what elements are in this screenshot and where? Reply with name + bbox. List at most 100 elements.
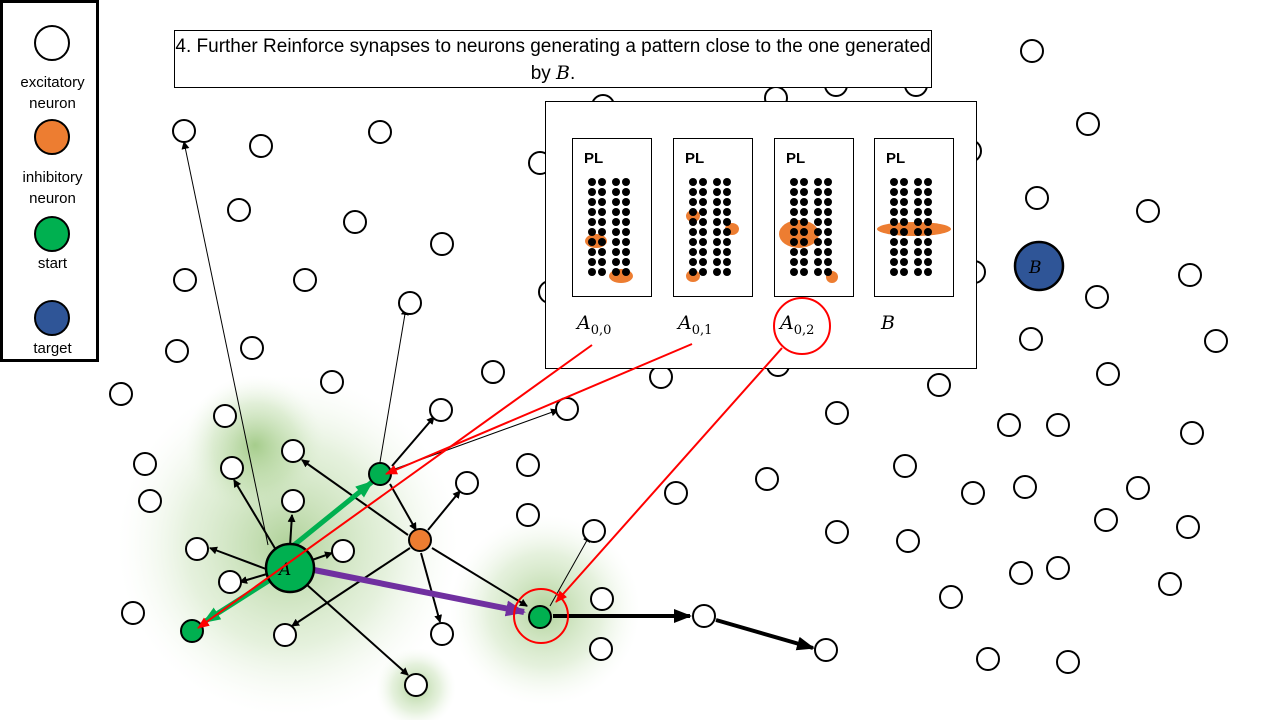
excitatory-neuron[interactable] — [172, 119, 196, 143]
excitatory-neuron[interactable] — [430, 622, 454, 646]
dot-grid — [779, 178, 838, 283]
excitatory-neuron[interactable] — [755, 467, 779, 491]
excitatory-neuron[interactable] — [1020, 39, 1044, 63]
excitatory-neuron[interactable] — [1046, 556, 1070, 580]
green-neuron[interactable] — [180, 619, 204, 643]
excitatory-neuron[interactable] — [516, 453, 540, 477]
pattern-dot — [699, 228, 707, 236]
excitatory-neuron[interactable] — [121, 601, 145, 625]
excitatory-neuron[interactable] — [976, 647, 1000, 671]
pattern-dot — [914, 178, 922, 186]
excitatory-neuron[interactable] — [1158, 572, 1182, 596]
excitatory-neuron[interactable] — [1204, 329, 1228, 353]
pattern-dot — [713, 248, 721, 256]
excitatory-neuron[interactable] — [429, 398, 453, 422]
panel-name-b: B — [881, 312, 895, 334]
excitatory-neuron[interactable] — [1176, 515, 1200, 539]
pattern-dot — [699, 238, 707, 246]
excitatory-neuron[interactable] — [896, 529, 920, 553]
excitatory-neuron[interactable] — [692, 604, 716, 628]
excitatory-neuron[interactable] — [1046, 413, 1070, 437]
step-title-end: . — [570, 63, 576, 84]
panel-name-a02: A0,2 — [780, 312, 814, 338]
excitatory-neuron[interactable] — [1178, 263, 1202, 287]
excitatory-neuron[interactable] — [368, 120, 392, 144]
excitatory-neuron[interactable] — [165, 339, 189, 363]
excitatory-neuron[interactable] — [825, 401, 849, 425]
excitatory-neuron[interactable] — [1136, 199, 1160, 223]
excitatory-neuron[interactable] — [213, 404, 237, 428]
excitatory-neuron[interactable] — [516, 503, 540, 527]
excitatory-neuron[interactable] — [997, 413, 1021, 437]
excitatory-neuron[interactable] — [218, 570, 242, 594]
excitatory-neuron[interactable] — [320, 370, 344, 394]
excitatory-neuron[interactable] — [1019, 327, 1043, 351]
excitatory-neuron[interactable] — [240, 336, 264, 360]
excitatory-neuron[interactable] — [1013, 475, 1037, 499]
pl-label: PL — [786, 150, 806, 167]
pattern-dot — [914, 258, 922, 266]
excitatory-neuron[interactable] — [939, 585, 963, 609]
pattern-dot — [914, 268, 922, 276]
excitatory-neuron[interactable] — [589, 637, 613, 661]
panel-name-sub: 0,2 — [793, 322, 815, 338]
excitatory-neuron[interactable] — [138, 489, 162, 513]
excitatory-neuron[interactable] — [455, 471, 479, 495]
inhibitory-neuron[interactable] — [408, 528, 432, 552]
excitatory-neuron[interactable] — [555, 397, 579, 421]
excitatory-neuron[interactable] — [281, 489, 305, 513]
pattern-dot — [598, 268, 606, 276]
legend-label-excitatory: excitatory neuron — [3, 72, 102, 114]
excitatory-neuron[interactable] — [185, 537, 209, 561]
excitatory-neuron[interactable] — [1056, 650, 1080, 674]
excitatory-neuron[interactable] — [664, 481, 688, 505]
excitatory-neuron[interactable] — [1025, 186, 1049, 210]
pattern-dot — [622, 258, 630, 266]
target-legend-icon — [34, 300, 70, 336]
excitatory-neuron[interactable] — [1085, 285, 1109, 309]
green-neuron[interactable] — [368, 462, 392, 486]
green-neuron-a02[interactable] — [528, 605, 552, 629]
excitatory-neuron[interactable] — [1009, 561, 1033, 585]
pattern-dot — [924, 228, 932, 236]
excitatory-neuron[interactable] — [893, 454, 917, 478]
pattern-dot — [824, 248, 832, 256]
excitatory-neuron[interactable] — [227, 198, 251, 222]
excitatory-neuron[interactable] — [590, 587, 614, 611]
pattern-dot — [800, 188, 808, 196]
excitatory-neuron[interactable] — [220, 456, 244, 480]
excitatory-neuron[interactable] — [249, 134, 273, 158]
excitatory-neuron[interactable] — [814, 638, 838, 662]
excitatory-neuron[interactable] — [1094, 508, 1118, 532]
pattern-dot — [598, 218, 606, 226]
excitatory-neuron[interactable] — [961, 481, 985, 505]
excitatory-neuron[interactable] — [927, 373, 951, 397]
excitatory-neuron[interactable] — [281, 439, 305, 463]
excitatory-neuron[interactable] — [133, 452, 157, 476]
pattern-dot — [689, 258, 697, 266]
excitatory-neuron[interactable] — [1126, 476, 1150, 500]
excitatory-neuron[interactable] — [649, 365, 673, 389]
pattern-dot — [723, 228, 731, 236]
excitatory-neuron[interactable] — [825, 520, 849, 544]
pattern-dot — [699, 248, 707, 256]
pattern-dot — [689, 268, 697, 276]
glow-region — [185, 375, 325, 515]
excitatory-neuron[interactable] — [1096, 362, 1120, 386]
excitatory-neuron[interactable] — [109, 382, 133, 406]
excitatory-neuron[interactable] — [173, 268, 197, 292]
excitatory-neuron[interactable] — [331, 539, 355, 563]
inhibitory-legend-icon — [34, 119, 70, 155]
excitatory-neuron[interactable] — [1180, 421, 1204, 445]
excitatory-neuron[interactable] — [481, 360, 505, 384]
excitatory-neuron[interactable] — [430, 232, 454, 256]
excitatory-neuron[interactable] — [273, 623, 297, 647]
excitatory-neuron[interactable] — [343, 210, 367, 234]
excitatory-neuron[interactable] — [582, 519, 606, 543]
dot-grid — [877, 178, 951, 276]
excitatory-neuron[interactable] — [293, 268, 317, 292]
target-neuron-b[interactable] — [1013, 240, 1065, 292]
excitatory-neuron[interactable] — [398, 291, 422, 315]
excitatory-neuron[interactable] — [404, 673, 428, 697]
excitatory-neuron[interactable] — [1076, 112, 1100, 136]
